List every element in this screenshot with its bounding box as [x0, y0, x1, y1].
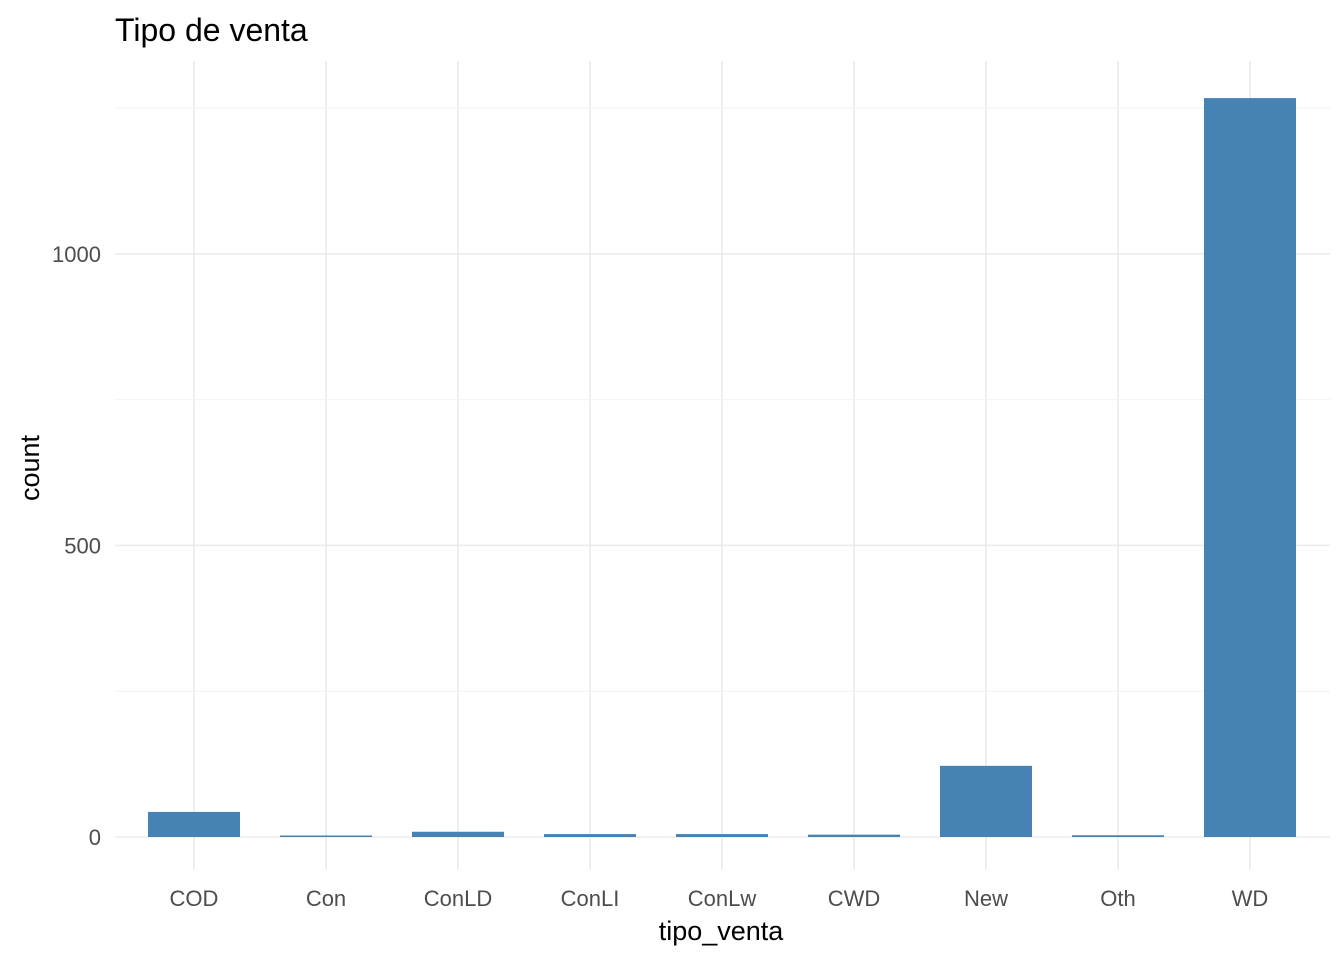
y-axis-title: count [15, 434, 45, 501]
x-tick-label: Oth [1100, 886, 1135, 911]
x-axis-title: tipo_venta [659, 916, 785, 946]
bar-conli [544, 834, 636, 837]
x-tick-label: CWD [828, 886, 881, 911]
bar-oth [1072, 835, 1164, 837]
x-tick-label: New [964, 886, 1008, 911]
grid-lines [115, 61, 1330, 870]
bars [148, 98, 1296, 838]
bar-wd [1204, 98, 1296, 838]
x-tick-label: ConLw [688, 886, 757, 911]
bar-conlw [676, 834, 768, 837]
y-tick-label: 0 [89, 825, 101, 850]
chart-title: Tipo de venta [115, 12, 308, 48]
x-tick-label: COD [170, 886, 219, 911]
y-tick-label: 1000 [52, 242, 101, 267]
x-tick-label: ConLI [561, 886, 620, 911]
x-tick-label: Con [306, 886, 346, 911]
bar-cod [148, 811, 240, 837]
bar-cwd [808, 834, 900, 837]
x-tick-label: WD [1232, 886, 1269, 911]
x-tick-label: ConLD [424, 886, 492, 911]
bar-new [940, 765, 1032, 837]
bar-con [280, 835, 372, 837]
x-tick-labels: COD Con ConLD ConLI ConLw CWD New Oth WD [170, 886, 1269, 911]
bar-conld [412, 831, 504, 837]
y-tick-label: 500 [64, 533, 101, 558]
y-tick-labels: 0 500 1000 [52, 242, 101, 850]
